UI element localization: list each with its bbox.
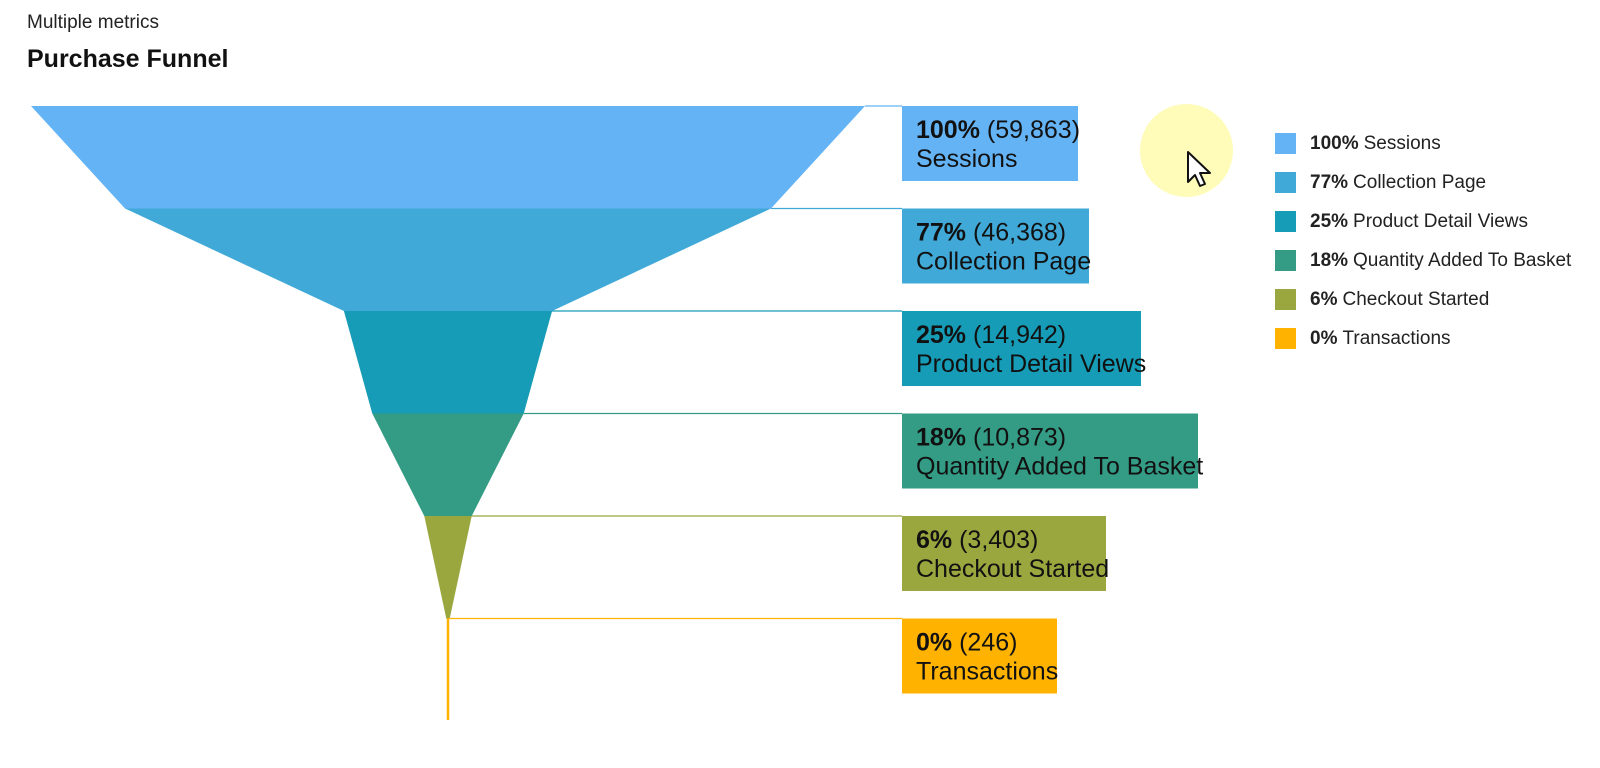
legend-label: Checkout Started xyxy=(1342,288,1490,310)
legend-item[interactable]: 0% Transactions xyxy=(1275,319,1571,358)
step-value-label: 77% (46,368) xyxy=(916,219,1066,247)
legend-item[interactable]: 77% Collection Page xyxy=(1275,163,1571,202)
legend-percent: 0% xyxy=(1310,327,1338,349)
legend-label: Collection Page xyxy=(1353,171,1487,193)
step-label-box xyxy=(902,208,1089,284)
step-value-label: 100% (59,863) xyxy=(916,116,1080,144)
legend-percent: 77% xyxy=(1310,171,1349,193)
legend-label: Sessions xyxy=(1363,132,1441,154)
legend-item[interactable]: 25% Product Detail Views xyxy=(1275,202,1571,241)
cursor-highlight xyxy=(1140,104,1233,197)
step-label-box xyxy=(902,413,1198,489)
step-count: (246) xyxy=(952,629,1017,657)
legend-percent: 6% xyxy=(1310,288,1338,310)
legend-swatch xyxy=(1275,133,1296,154)
step-name: Quantity Added To Basket xyxy=(916,453,1203,481)
step-percent: 77% xyxy=(916,219,966,247)
legend-swatch xyxy=(1275,328,1296,349)
step-name: Transactions xyxy=(916,658,1058,686)
step-value-label: 6% (3,403) xyxy=(916,526,1038,554)
legend-swatch xyxy=(1275,211,1296,232)
step-count: (10,873) xyxy=(966,424,1066,452)
chart-legend: 100% Sessions 77% Collection Page 25% Product… xyxy=(1275,124,1571,358)
step-name: Collection Page xyxy=(916,248,1091,276)
step-label-box xyxy=(902,618,1057,694)
legend-swatch xyxy=(1275,289,1296,310)
chart-title: Purchase Funnel xyxy=(27,45,229,73)
step-count: (3,403) xyxy=(952,526,1038,554)
step-count: (59,863) xyxy=(980,116,1080,144)
step-value-label: 0% (246) xyxy=(916,629,1017,657)
step-value-label: 25% (14,942) xyxy=(916,321,1066,349)
funnel-segment xyxy=(424,516,472,619)
legend-percent: 25% xyxy=(1310,210,1349,232)
legend-label: Quantity Added To Basket xyxy=(1353,249,1572,271)
step-label-box xyxy=(902,516,1106,591)
step-name: Sessions xyxy=(916,145,1017,173)
funnel-segment xyxy=(372,413,524,516)
step-percent: 18% xyxy=(916,424,966,452)
chart-subtitle: Multiple metrics xyxy=(27,12,159,33)
mouse-pointer-icon xyxy=(1187,151,1211,187)
funnel-segment xyxy=(31,106,865,209)
legend-label: Product Detail Views xyxy=(1353,210,1528,232)
legend-percent: 18% xyxy=(1310,249,1349,271)
legend-swatch xyxy=(1275,172,1296,193)
legend-swatch xyxy=(1275,250,1296,271)
step-percent: 6% xyxy=(916,526,952,554)
step-label-box xyxy=(902,106,1078,181)
legend-label: Transactions xyxy=(1342,327,1451,349)
step-name: Product Detail Views xyxy=(916,350,1146,378)
step-count: (14,942) xyxy=(966,321,1066,349)
step-value-label: 18% (10,873) xyxy=(916,424,1066,452)
step-name: Checkout Started xyxy=(916,555,1109,583)
step-label-box xyxy=(902,311,1141,386)
funnel-segment xyxy=(343,311,553,414)
step-count: (46,368) xyxy=(966,219,1066,247)
step-percent: 25% xyxy=(916,321,966,349)
legend-item[interactable]: 18% Quantity Added To Basket xyxy=(1275,241,1571,280)
funnel-segment xyxy=(125,208,771,311)
legend-item[interactable]: 100% Sessions xyxy=(1275,124,1571,163)
legend-percent: 100% xyxy=(1310,132,1359,154)
step-percent: 0% xyxy=(916,629,952,657)
legend-item[interactable]: 6% Checkout Started xyxy=(1275,280,1571,319)
step-percent: 100% xyxy=(916,116,980,144)
